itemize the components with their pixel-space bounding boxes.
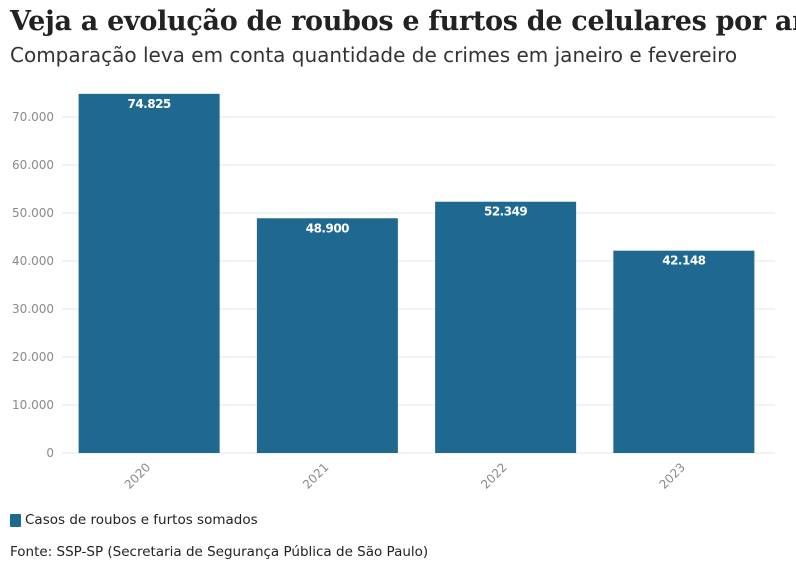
source-note: Fonte: SSP-SP (Secretaria de Segurança P… (10, 544, 429, 560)
y-tick-label: 0 (46, 446, 54, 460)
y-tick-label: 20.000 (12, 350, 54, 364)
data-label: 52.349 (484, 205, 527, 219)
x-tick-label: 2021 (300, 460, 331, 491)
y-tick-label: 30.000 (12, 302, 54, 316)
data-label: 42.148 (662, 254, 705, 268)
x-tick-label: 2020 (122, 460, 153, 491)
legend: Casos de roubos e furtos somados (10, 512, 258, 528)
y-tick-label: 10.000 (12, 398, 54, 412)
data-label: 74.825 (127, 97, 170, 111)
y-tick-label: 50.000 (12, 206, 54, 220)
bar-2023 (613, 250, 755, 453)
chart-title: Veja a evolução de roubos e furtos de ce… (10, 6, 796, 37)
bar-2022 (435, 201, 577, 453)
y-tick-label: 60.000 (12, 158, 54, 172)
y-tick-label: 70.000 (12, 110, 54, 124)
x-tick-label: 2023 (656, 460, 687, 491)
bar-2020 (78, 93, 220, 453)
data-label: 48.900 (306, 221, 349, 235)
legend-label: Casos de roubos e furtos somados (25, 512, 258, 528)
bar-2021 (256, 218, 398, 453)
x-tick-label: 2022 (478, 460, 509, 491)
legend-swatch (10, 513, 21, 527)
bar-chart: 0 10.000 20.000 30.000 40.000 50.000 60.000 70.… (12, 93, 775, 492)
y-tick-label: 40.000 (12, 254, 54, 268)
chart-subtitle: Comparação leva em conta quantidade de c… (10, 43, 738, 67)
